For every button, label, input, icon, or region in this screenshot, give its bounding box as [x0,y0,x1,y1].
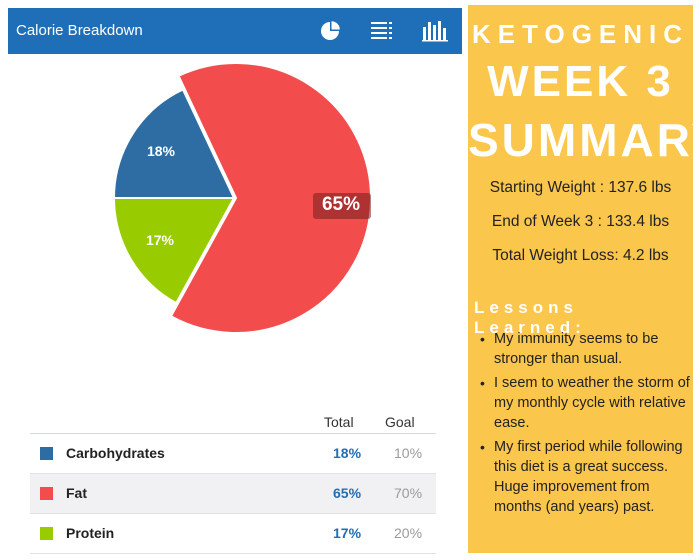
slice-label: 17% [146,232,175,248]
pie-chart: 18% 17% 65% [0,54,464,344]
slice-label: 65% [322,194,360,215]
table-row[interactable]: Fat 65% 70% [30,474,436,514]
table-header: Total Goal [30,405,436,434]
list-item: My immunity seems to be stronger than us… [480,329,690,369]
header-bar: Calorie Breakdown [8,8,462,54]
list-icon[interactable] [370,19,394,43]
page-title: Calorie Breakdown [16,22,143,39]
col-goal-header: Goal [385,414,415,430]
end-weight: End of Week 3 : 133.4 lbs [491,213,670,230]
list-item: My first period while following this die… [480,437,690,517]
total-weight-loss: Total Weight Loss: 4.2 lbs [492,247,669,264]
lessons-list: My immunity seems to be stronger than us… [480,329,690,521]
row-name: Protein [66,525,115,541]
calorie-app-panel: Calorie Breakdown [0,8,464,554]
row-total: 18% [333,445,362,461]
slice-label: 18% [147,143,176,159]
pie-slice-protein[interactable] [112,197,236,305]
slice-label-badge [313,193,371,219]
summary-heading-ketogenic: KETOGENIC [471,19,690,49]
summary-heading-week: WEEK 3 [487,57,674,106]
table-row[interactable]: Carbohydrates 18% 10% [30,434,436,474]
pie-chart-icon[interactable] [318,19,342,43]
row-goal: 10% [394,445,423,461]
row-total: 17% [333,525,362,541]
row-goal: 70% [394,485,423,501]
fat-swatch [40,487,53,500]
row-name: Fat [66,485,87,501]
summary-heading-summary: SUMMARY [468,114,700,166]
starting-weight: Starting Weight : 137.6 lbs [489,179,672,196]
row-total: 65% [333,485,362,501]
carbohydrates-swatch [40,447,53,460]
row-name: Carbohydrates [66,445,165,461]
protein-swatch [40,527,53,540]
summary-panel: KETOGENIC WEEK 3 SUMMARY Starting Weight… [468,5,700,553]
row-goal: 20% [394,525,423,541]
pie-slice-carbohydrates[interactable] [112,88,236,199]
table-row[interactable]: Protein 17% 20% [30,514,436,554]
macro-table: Total Goal Carbohydrates 18% 10% Fat 65%… [30,405,436,554]
list-item: I seem to weather the storm of my monthl… [480,373,690,433]
col-total-header: Total [324,414,354,430]
bar-chart-icon[interactable] [422,19,448,43]
